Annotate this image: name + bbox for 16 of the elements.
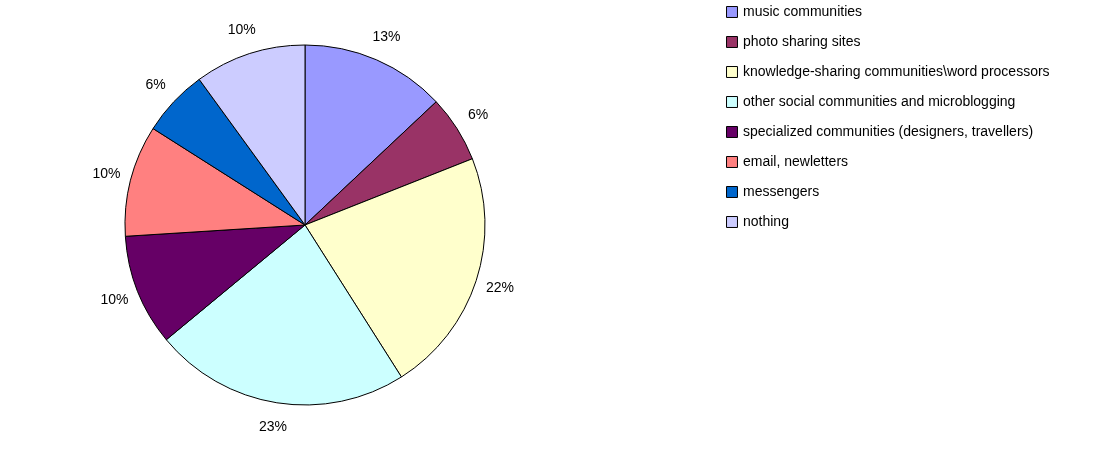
legend-label: music communities xyxy=(743,3,863,19)
legend-label: messengers xyxy=(743,183,820,199)
legend-label: specialized communities (designers, travellers) xyxy=(743,123,1034,139)
legend-label: email, newletters xyxy=(743,153,849,169)
legend-label: other social communities and microblogging xyxy=(743,93,1016,109)
data-label: 6% xyxy=(145,75,166,92)
data-label: 10% xyxy=(92,165,121,182)
legend-label: knowledge-sharing communities\word processors xyxy=(743,63,1050,79)
data-label: 10% xyxy=(100,291,129,308)
data-label: 22% xyxy=(485,279,514,296)
data-label: 6% xyxy=(467,106,489,123)
data-label: 13% xyxy=(372,27,401,44)
legend-label: nothing xyxy=(743,213,789,229)
data-label: 10% xyxy=(227,21,256,38)
legend-label: photo sharing sites xyxy=(743,33,861,49)
data-label: 23% xyxy=(258,418,287,435)
